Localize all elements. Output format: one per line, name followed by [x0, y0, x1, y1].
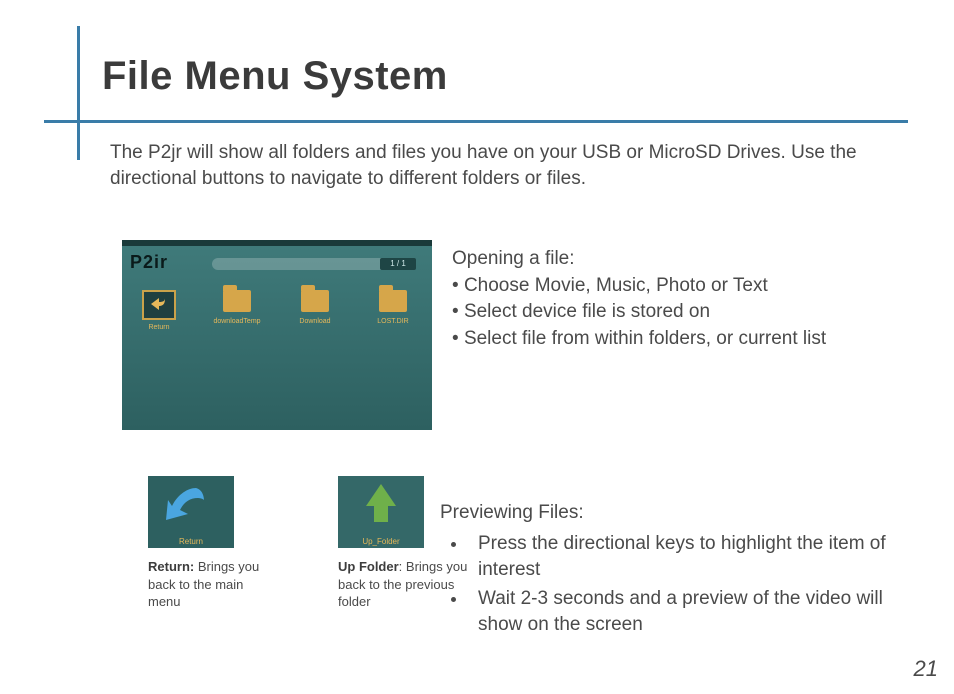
folder-label: downloadTemp — [212, 318, 262, 325]
device-screenshot: P2ir 1 / 1 Return downloadTemp Download … — [122, 240, 432, 430]
opening-heading: Opening a file: — [452, 248, 575, 269]
preview-bullet: Wait 2-3 seconds and a preview of the vi… — [468, 586, 920, 639]
preview-section: Previewing Files: Press the directional … — [440, 500, 920, 641]
folder-icon — [301, 290, 329, 312]
screenshot-item-folder: downloadTemp — [212, 290, 262, 331]
return-thumb: Return Return: Brings you back to the ma… — [148, 476, 278, 611]
folder-label: LOST.DIR — [368, 318, 418, 325]
return-icon — [142, 290, 176, 320]
folder-row: Return downloadTemp Download LOST.DIR — [134, 290, 418, 331]
opening-file-section: Opening a file: • Choose Movie, Music, P… — [452, 246, 912, 352]
screenshot-item-return: Return — [134, 290, 184, 331]
horizontal-rule — [44, 120, 908, 123]
vertical-rule — [77, 26, 80, 160]
up-folder-thumb-label: Up_Folder — [338, 537, 424, 546]
folder-icon — [379, 290, 407, 312]
folder-label: Download — [290, 318, 340, 325]
return-thumb-label: Return — [148, 537, 234, 546]
page-title: File Menu System — [102, 54, 448, 99]
folder-label: Return — [134, 324, 184, 331]
opening-bullet: Select device file is stored on — [464, 301, 710, 322]
up-folder-thumb-image: Up_Folder — [338, 476, 424, 548]
intro-paragraph: The P2jr will show all folders and files… — [110, 140, 900, 191]
return-thumb-image: Return — [148, 476, 234, 548]
thumbnail-row: Return Return: Brings you back to the ma… — [148, 476, 468, 611]
folder-icon — [223, 290, 251, 312]
device-logo: P2ir — [130, 252, 168, 272]
path-bar — [212, 258, 402, 270]
page-indicator: 1 / 1 — [380, 258, 416, 270]
opening-bullet: Select file from within folders, or curr… — [464, 328, 826, 349]
return-caption: Return: Brings you back to the main menu — [148, 558, 278, 611]
preview-heading: Previewing Files: — [440, 502, 584, 523]
preview-bullet: Press the directional keys to highlight … — [468, 531, 920, 584]
return-caption-bold: Return: — [148, 559, 194, 574]
screenshot-item-folder: LOST.DIR — [368, 290, 418, 331]
opening-bullet: Choose Movie, Music, Photo or Text — [464, 275, 768, 296]
up-caption-bold: Up Folder — [338, 559, 399, 574]
page-number: 21 — [914, 656, 938, 682]
screenshot-item-folder: Download — [290, 290, 340, 331]
